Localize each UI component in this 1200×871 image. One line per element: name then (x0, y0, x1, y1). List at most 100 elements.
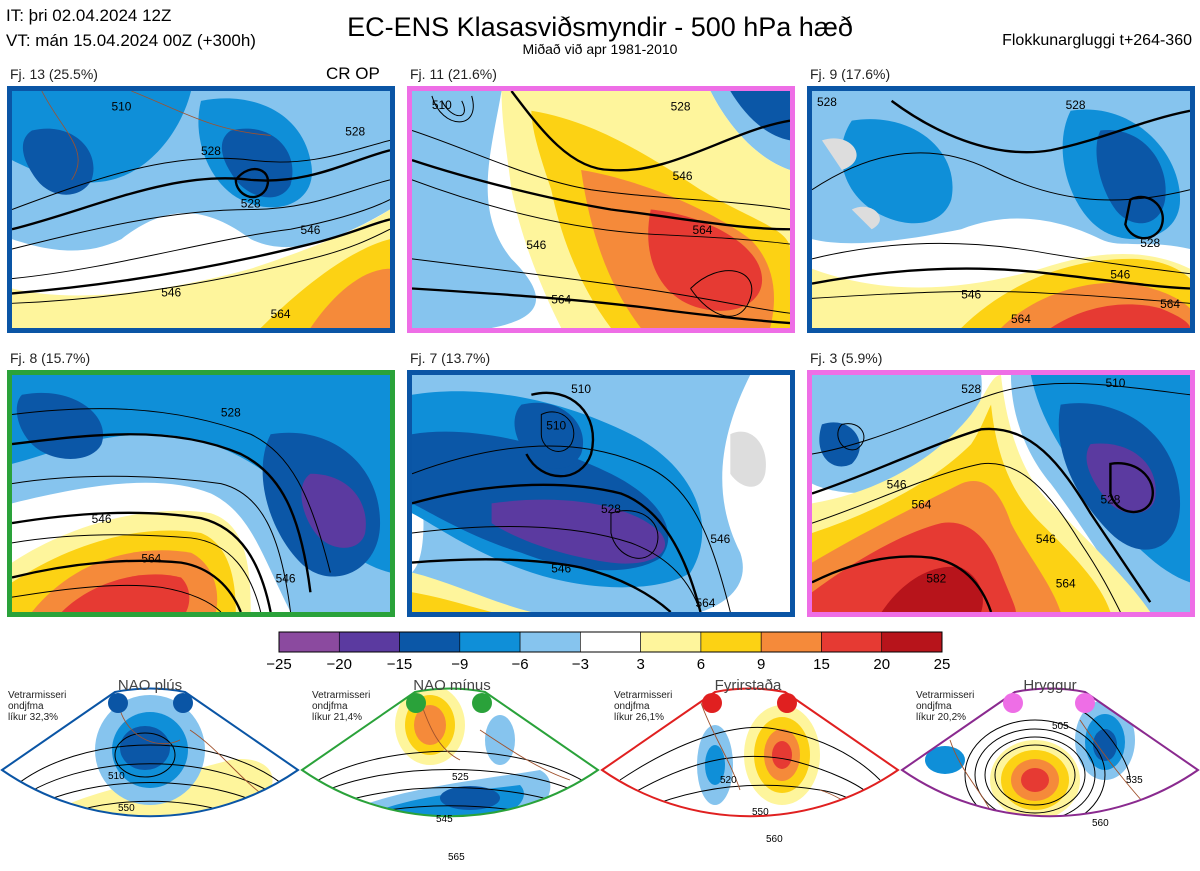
colorbar-tick-label: 9 (757, 656, 766, 673)
contour-label: 528 (1066, 98, 1086, 112)
cluster-map-2-graphic: 510 528 546 546 564 564 (412, 91, 790, 328)
colorbar-swatch (700, 631, 762, 653)
cluster-map-5[interactable]: 510 510 528 546 546 564 (407, 370, 795, 617)
regime-note-nao-plus: Vetrarmisseri ondjfma líkur 32,3% (8, 690, 66, 723)
contour-label: 528 (201, 144, 221, 158)
contour-label: 564 (1011, 312, 1031, 326)
regime-title-blocking: Fyrirstaða (714, 677, 782, 694)
contour-label: 510 (1105, 376, 1125, 390)
cluster-map-6[interactable]: 510 528 546 564 582 546 564 528 (807, 370, 1195, 617)
regime-note-blocking: Vetrarmisseri ondjfma líkur 26,1% (614, 690, 672, 723)
classification-window: Flokkunargluggi t+264-360 (1002, 32, 1192, 49)
contour-label: 546 (961, 287, 981, 301)
note-line: líkur 32,3% (8, 712, 59, 723)
colorbar-swatch (459, 631, 521, 653)
contour-label: 545 (436, 814, 453, 825)
valid-time: VT: mán 15.04.2024 00Z (+300h) (6, 31, 256, 50)
contour-label: 528 (1100, 492, 1120, 506)
colorbar-tick-label: −9 (451, 656, 469, 673)
weather-regimes-graphic: 510 550 525 545 565 (0, 687, 1200, 863)
contour-label: 564 (551, 292, 571, 306)
note-line: ondjfma (916, 701, 952, 712)
note-line: Vetrarmisseri (312, 690, 371, 701)
contour-label: 546 (710, 532, 730, 546)
panel-extra-1: CR OP (326, 64, 380, 83)
colorbar-tick-label: 25 (933, 656, 951, 673)
contour-label: 564 (141, 552, 161, 566)
contour-label: 528 (671, 100, 691, 114)
cluster-map-4[interactable]: 528 546 564 546 (7, 370, 395, 617)
contour-label: 564 (271, 307, 291, 321)
contour-label: 528 (1140, 236, 1160, 250)
panel-label-5: Fj. 7 (13.7%) (410, 350, 491, 366)
contour-label: 546 (1110, 268, 1130, 282)
contour-label: 560 (766, 834, 783, 845)
note-line: ondjfma (8, 701, 44, 712)
cluster-map-1[interactable]: 510 528 528 528 546 546 564 (7, 86, 395, 333)
colorbar-tick-label: −15 (386, 656, 413, 673)
colorbar-swatch (821, 631, 883, 653)
panel-label-6: Fj. 3 (5.9%) (810, 350, 883, 366)
colorbar-tick-label: 20 (873, 656, 891, 673)
contour-label: 520 (720, 775, 737, 786)
contour-label: 546 (161, 285, 181, 299)
note-line: ondjfma (312, 701, 348, 712)
contour-label: 546 (276, 571, 296, 585)
page-subtitle: Miðað við apr 1981-2010 (522, 41, 678, 57)
note-line: Vetrarmisseri (916, 690, 975, 701)
cluster-map-4-graphic: 528 546 564 546 (12, 375, 390, 612)
colorbar-swatch (278, 631, 340, 653)
contour-label: 564 (696, 596, 716, 610)
contour-label: 550 (118, 803, 135, 814)
cluster-map-2[interactable]: 510 528 546 546 564 564 (407, 86, 795, 333)
colorbar-swatch (580, 631, 641, 653)
contour-label: 510 (111, 100, 131, 114)
note-line: Vetrarmisseri (8, 690, 67, 701)
page-title: EC-ENS Klasasviðsmyndir - 500 hPa hæð (347, 12, 853, 42)
regime-title-nao-plus: NAO plús (117, 677, 183, 694)
contour-label: 528 (817, 95, 837, 109)
note-line: ondjfma (614, 701, 650, 712)
panel-label-3: Fj. 9 (17.6%) (810, 66, 891, 82)
anomaly-colorbar (278, 631, 943, 653)
colorbar-swatch (881, 631, 943, 653)
note-line: líkur 26,1% (614, 712, 665, 723)
colorbar-tick-label: 15 (813, 656, 830, 673)
colorbar-tick-label: −6 (511, 656, 529, 673)
colorbar-tick-label: −20 (326, 656, 352, 673)
regime-title-nao-minus: NAO mínus (413, 677, 491, 694)
contour-label: 528 (961, 382, 981, 396)
contour-label: 510 (432, 98, 452, 112)
cluster-map-3[interactable]: 528 528 528 546 546 564 564 (807, 86, 1195, 333)
note-line: líkur 21,4% (312, 712, 363, 723)
contour-label: 510 (571, 382, 591, 396)
colorbar-swatch (640, 631, 702, 653)
contour-label: 510 (546, 418, 566, 432)
contour-label: 528 (221, 406, 241, 420)
contour-label: 560 (1092, 818, 1109, 829)
contour-label: 564 (693, 223, 713, 237)
panel-label-2: Fj. 11 (21.6%) (410, 66, 497, 82)
colorbar-tick-label: −3 (571, 656, 589, 673)
regime-note-nao-minus: Vetrarmisseri ondjfma líkur 21,4% (312, 690, 370, 723)
cluster-map-1-graphic: 510 528 528 528 546 546 564 (12, 91, 390, 328)
cluster-map-3-graphic: 528 528 528 546 546 564 564 (812, 91, 1190, 328)
contour-label: 565 (448, 852, 465, 863)
contour-label: 546 (887, 478, 907, 492)
colorbar-tick-label: 3 (636, 656, 645, 673)
colorbar-tick-label: 6 (696, 656, 706, 673)
contour-label: 528 (601, 502, 621, 516)
panel-label-4: Fj. 8 (15.7%) (10, 350, 91, 366)
contour-label: 546 (526, 238, 546, 252)
panel-label-1: Fj. 13 (25.5%) (10, 66, 98, 82)
regime-title-ridge: Hryggur (1023, 677, 1077, 694)
contour-label: 535 (1126, 775, 1143, 786)
contour-label: 546 (300, 223, 320, 237)
cluster-map-6-graphic: 510 528 546 564 582 546 564 528 (812, 375, 1190, 612)
regime-map-nao-plus: 510 550 (0, 687, 300, 818)
contour-label: 550 (752, 807, 769, 818)
contour-label: 546 (673, 169, 693, 183)
contour-label: 546 (92, 512, 112, 526)
regime-note-ridge: Vetrarmisseri ondjfma líkur 20,2% (916, 690, 974, 723)
colorbar-swatch (760, 631, 822, 653)
